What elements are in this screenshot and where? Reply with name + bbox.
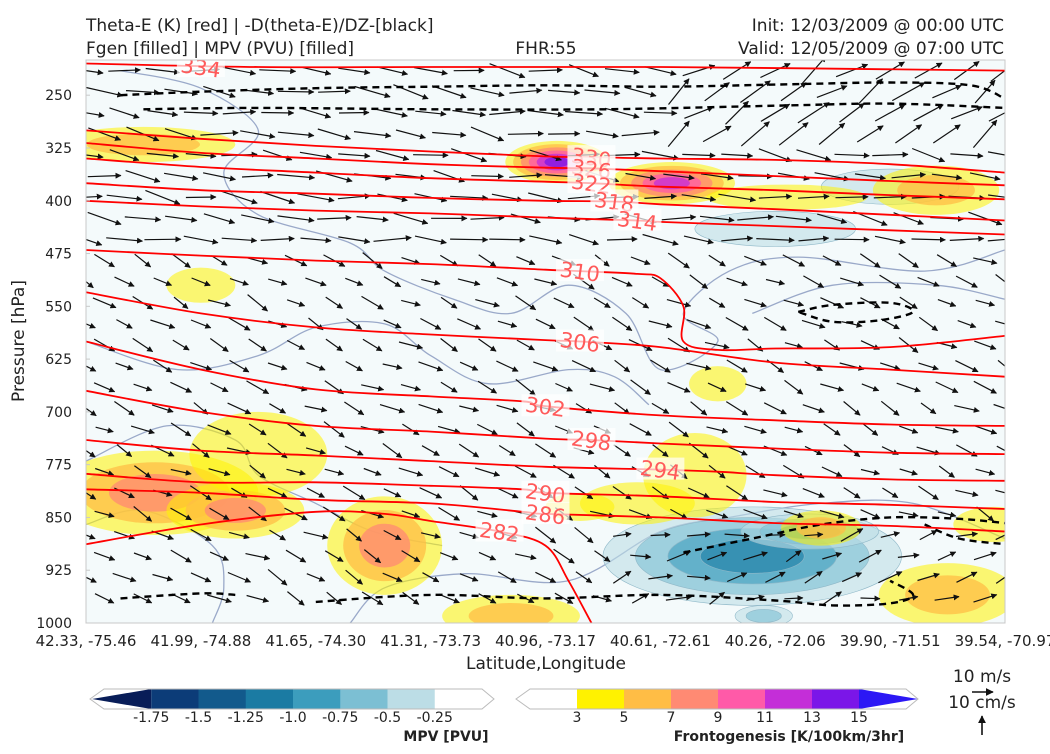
frontogenesis-fill-level [469,603,554,629]
colorbar-segment [718,689,766,709]
colorbar-tick-label: 9 [714,710,723,726]
wind-vector [489,239,525,240]
mpv-fill-level [746,609,781,622]
wind-vector [144,239,180,240]
x-tick-label: 41.65, -74.30 [265,632,366,650]
frontogenesis-fill-level [166,268,235,303]
y-tick-label: 400 [45,194,72,210]
vector-key-vertical-label: 10 cm/s [948,693,1016,713]
frontogenesis-fill-level [359,524,410,568]
colorbar-segment [388,689,436,709]
mpv-colorbar-label: MPV [PVU] [403,729,488,745]
colorbar-tick-label: 13 [803,710,821,726]
colorbar-segment [199,689,247,709]
wind-vector [471,176,503,177]
y-tick-label: 475 [45,247,72,263]
colorbar-segment [246,689,294,709]
y-axis-label: Pressure [hPa] [9,280,29,402]
colorbar-extend-left [92,689,151,709]
x-axis-label: Latitude,Longitude [466,654,626,674]
colorbar-tick-label: -1.25 [228,710,264,726]
colorbar-tick-label: -0.25 [417,710,453,726]
plot-area: 3343303263223183143103063022982942902862… [52,53,1034,637]
x-tick-label: 42.33, -75.46 [36,632,137,650]
y-tick-label: 625 [45,352,72,368]
y-tick-label: 925 [45,563,72,579]
frontogenesis-fill-level [905,575,990,614]
vector-key-horizontal-label: 10 m/s [953,667,1011,687]
wind-vector [278,91,314,92]
title-init-time: Init: 12/03/2009 @ 00:00 UTC [752,16,1004,36]
colorbar-segment [151,689,199,709]
x-tick-label: 40.61, -72.61 [610,632,711,650]
x-tick-label: 41.99, -74.88 [150,632,251,650]
colorbar-tick-label: 3 [573,710,582,726]
x-tick-label: 39.90, -71.51 [840,632,941,650]
frontogenesis-fill-level [897,175,975,205]
y-tick-label: 325 [45,141,72,157]
colorbar-tick-label: 15 [850,710,868,726]
colorbar-segment [624,689,672,709]
wind-vector [861,598,880,599]
title-left-line2: Fgen [filled] | MPV (PVU) [filled] [86,39,354,59]
colorbar-tick-label: 5 [620,710,629,726]
x-axis-ticks: 42.33, -75.46 41.99, -74.88 41.65, -74.30 4… [36,632,1050,650]
wind-vector [835,239,870,240]
wind-vector-key: 10 m/s 10 cm/s [948,667,1016,735]
title-valid-time: Valid: 12/05/2009 @ 07:00 UTC [738,39,1004,59]
wind-vector [548,134,580,135]
colorbar-tick-label: 7 [667,710,676,726]
y-axis-ticks: 250 325 400 475 550 625 700 775 850 925 1000 [36,88,90,632]
y-tick-label: 550 [45,299,72,315]
frontogenesis-colorbar-label: Frontogenesis [K/100km/3hr] [674,729,904,745]
wind-vector [413,155,448,156]
colorbar-tick-label: -0.75 [322,710,358,726]
title-forecast-hour: FHR:55 [515,39,576,59]
wind-vector [450,239,488,240]
title-left-line1: Theta-E (K) [red] | -D(theta-E)/DZ-[blac… [85,16,434,36]
colorbar-segment [765,689,813,709]
frontogenesis-fill-level [953,507,1033,542]
x-tick-label: 39.54, -70.97 [955,632,1050,650]
mpv-colorbar: -1.75 -1.5 -1.25 -1.0 -0.75 -0.5 -0.25 [90,689,494,726]
x-tick-label: 40.96, -73.17 [495,632,596,650]
x-tick-label: 40.26, -72.06 [725,632,826,650]
wind-vector [261,113,293,114]
colorbar-segment [293,689,341,709]
x-tick-label: 41.31, -73.73 [380,632,481,650]
colorbar-tick-label: -1.0 [279,710,306,726]
colorbar-segment [340,689,388,709]
colorbar-tick-label: 11 [756,710,774,726]
colorbar-segment [577,689,625,709]
wind-vector [339,113,369,114]
colorbar-tick-label: -1.5 [185,710,212,726]
colorbar-tick-label: -1.75 [133,710,169,726]
frontogenesis-fill-level [689,366,746,401]
y-tick-label: 775 [45,458,72,474]
frontogenesis-colorbar: 3 5 7 9 11 13 15 [516,689,918,726]
colorbar-segment [812,689,860,709]
y-tick-label: 700 [45,405,72,421]
colorbar-segment [671,689,719,709]
wind-vector [508,134,543,135]
y-tick-label: 250 [45,88,72,104]
colorbar-tick-label: -0.5 [374,710,401,726]
wind-vector [186,197,216,198]
y-tick-label: 1000 [36,616,72,632]
y-tick-label: 850 [45,510,72,526]
